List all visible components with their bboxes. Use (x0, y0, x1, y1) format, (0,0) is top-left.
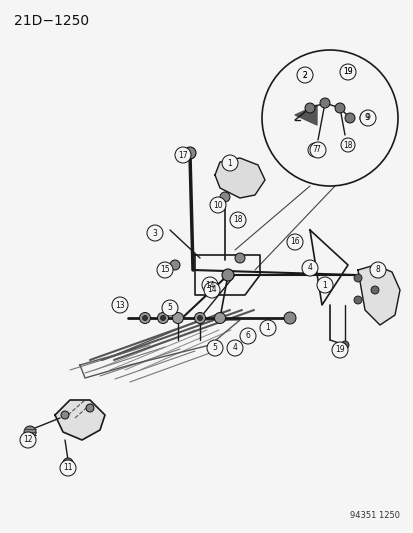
Text: 1: 1 (265, 324, 270, 333)
Text: 9: 9 (365, 114, 370, 123)
Circle shape (221, 269, 233, 281)
Circle shape (194, 312, 205, 324)
Text: 19: 19 (342, 68, 352, 77)
Circle shape (202, 277, 218, 293)
Circle shape (319, 98, 329, 108)
Circle shape (334, 103, 344, 113)
Circle shape (161, 300, 178, 316)
Circle shape (297, 68, 311, 82)
Circle shape (286, 234, 302, 250)
Text: 18: 18 (342, 141, 352, 149)
Circle shape (353, 296, 361, 304)
Text: 14: 14 (205, 280, 214, 289)
Text: 14: 14 (206, 286, 216, 295)
Circle shape (339, 64, 355, 80)
Circle shape (20, 432, 36, 448)
Circle shape (301, 260, 317, 276)
Circle shape (369, 262, 385, 278)
Text: 12: 12 (23, 435, 33, 445)
Text: 6: 6 (245, 332, 250, 341)
Text: 3: 3 (152, 229, 157, 238)
Text: 11: 11 (63, 464, 73, 472)
Circle shape (204, 282, 219, 298)
Circle shape (359, 111, 373, 125)
Circle shape (235, 253, 244, 263)
Circle shape (219, 192, 230, 202)
Circle shape (170, 260, 180, 270)
Circle shape (221, 155, 237, 171)
Circle shape (283, 312, 295, 324)
Text: 2: 2 (302, 70, 306, 79)
Text: 10: 10 (213, 200, 222, 209)
Circle shape (340, 341, 348, 349)
Circle shape (112, 297, 128, 313)
Circle shape (370, 286, 378, 294)
Text: 94351 1250: 94351 1250 (349, 511, 399, 520)
Text: 18: 18 (233, 215, 242, 224)
Text: 7: 7 (312, 146, 317, 155)
Circle shape (307, 143, 321, 157)
Text: 16: 16 (290, 238, 299, 246)
Circle shape (160, 316, 165, 320)
Circle shape (226, 340, 242, 356)
Polygon shape (55, 400, 105, 440)
Text: 5: 5 (167, 303, 172, 312)
Text: 1: 1 (322, 280, 327, 289)
Circle shape (214, 312, 225, 324)
Circle shape (175, 147, 190, 163)
Circle shape (296, 67, 312, 83)
Polygon shape (357, 265, 399, 325)
Text: 2: 2 (302, 70, 306, 79)
Circle shape (61, 411, 69, 419)
Text: 15: 15 (160, 265, 169, 274)
Circle shape (206, 340, 223, 356)
Circle shape (230, 212, 245, 228)
Text: 4: 4 (307, 263, 312, 272)
Text: 19: 19 (342, 68, 352, 77)
Text: 1: 1 (227, 158, 232, 167)
Circle shape (316, 277, 332, 293)
Text: 13: 13 (115, 301, 124, 310)
Circle shape (86, 404, 94, 412)
Text: 4: 4 (232, 343, 237, 352)
Circle shape (157, 262, 173, 278)
Text: 17: 17 (178, 150, 188, 159)
Circle shape (353, 274, 361, 282)
Text: 21D−1250: 21D−1250 (14, 14, 89, 28)
Polygon shape (214, 158, 264, 198)
Circle shape (259, 320, 275, 336)
Circle shape (147, 225, 163, 241)
Circle shape (172, 312, 183, 324)
Circle shape (331, 342, 347, 358)
Polygon shape (294, 105, 316, 125)
Circle shape (340, 138, 354, 152)
Text: 19: 19 (335, 345, 344, 354)
Circle shape (183, 147, 195, 159)
Circle shape (340, 65, 354, 79)
Text: 5: 5 (212, 343, 217, 352)
Circle shape (157, 312, 168, 324)
Circle shape (197, 316, 202, 320)
Circle shape (359, 110, 375, 126)
Circle shape (209, 197, 225, 213)
Circle shape (24, 426, 36, 438)
Circle shape (240, 328, 255, 344)
Circle shape (63, 458, 73, 468)
Text: 9: 9 (364, 114, 368, 123)
Circle shape (60, 460, 76, 476)
Circle shape (142, 316, 147, 320)
Circle shape (309, 142, 325, 158)
Text: 8: 8 (375, 265, 380, 274)
Circle shape (139, 312, 150, 324)
Circle shape (304, 103, 314, 113)
Circle shape (344, 113, 354, 123)
Text: 7: 7 (315, 146, 320, 155)
